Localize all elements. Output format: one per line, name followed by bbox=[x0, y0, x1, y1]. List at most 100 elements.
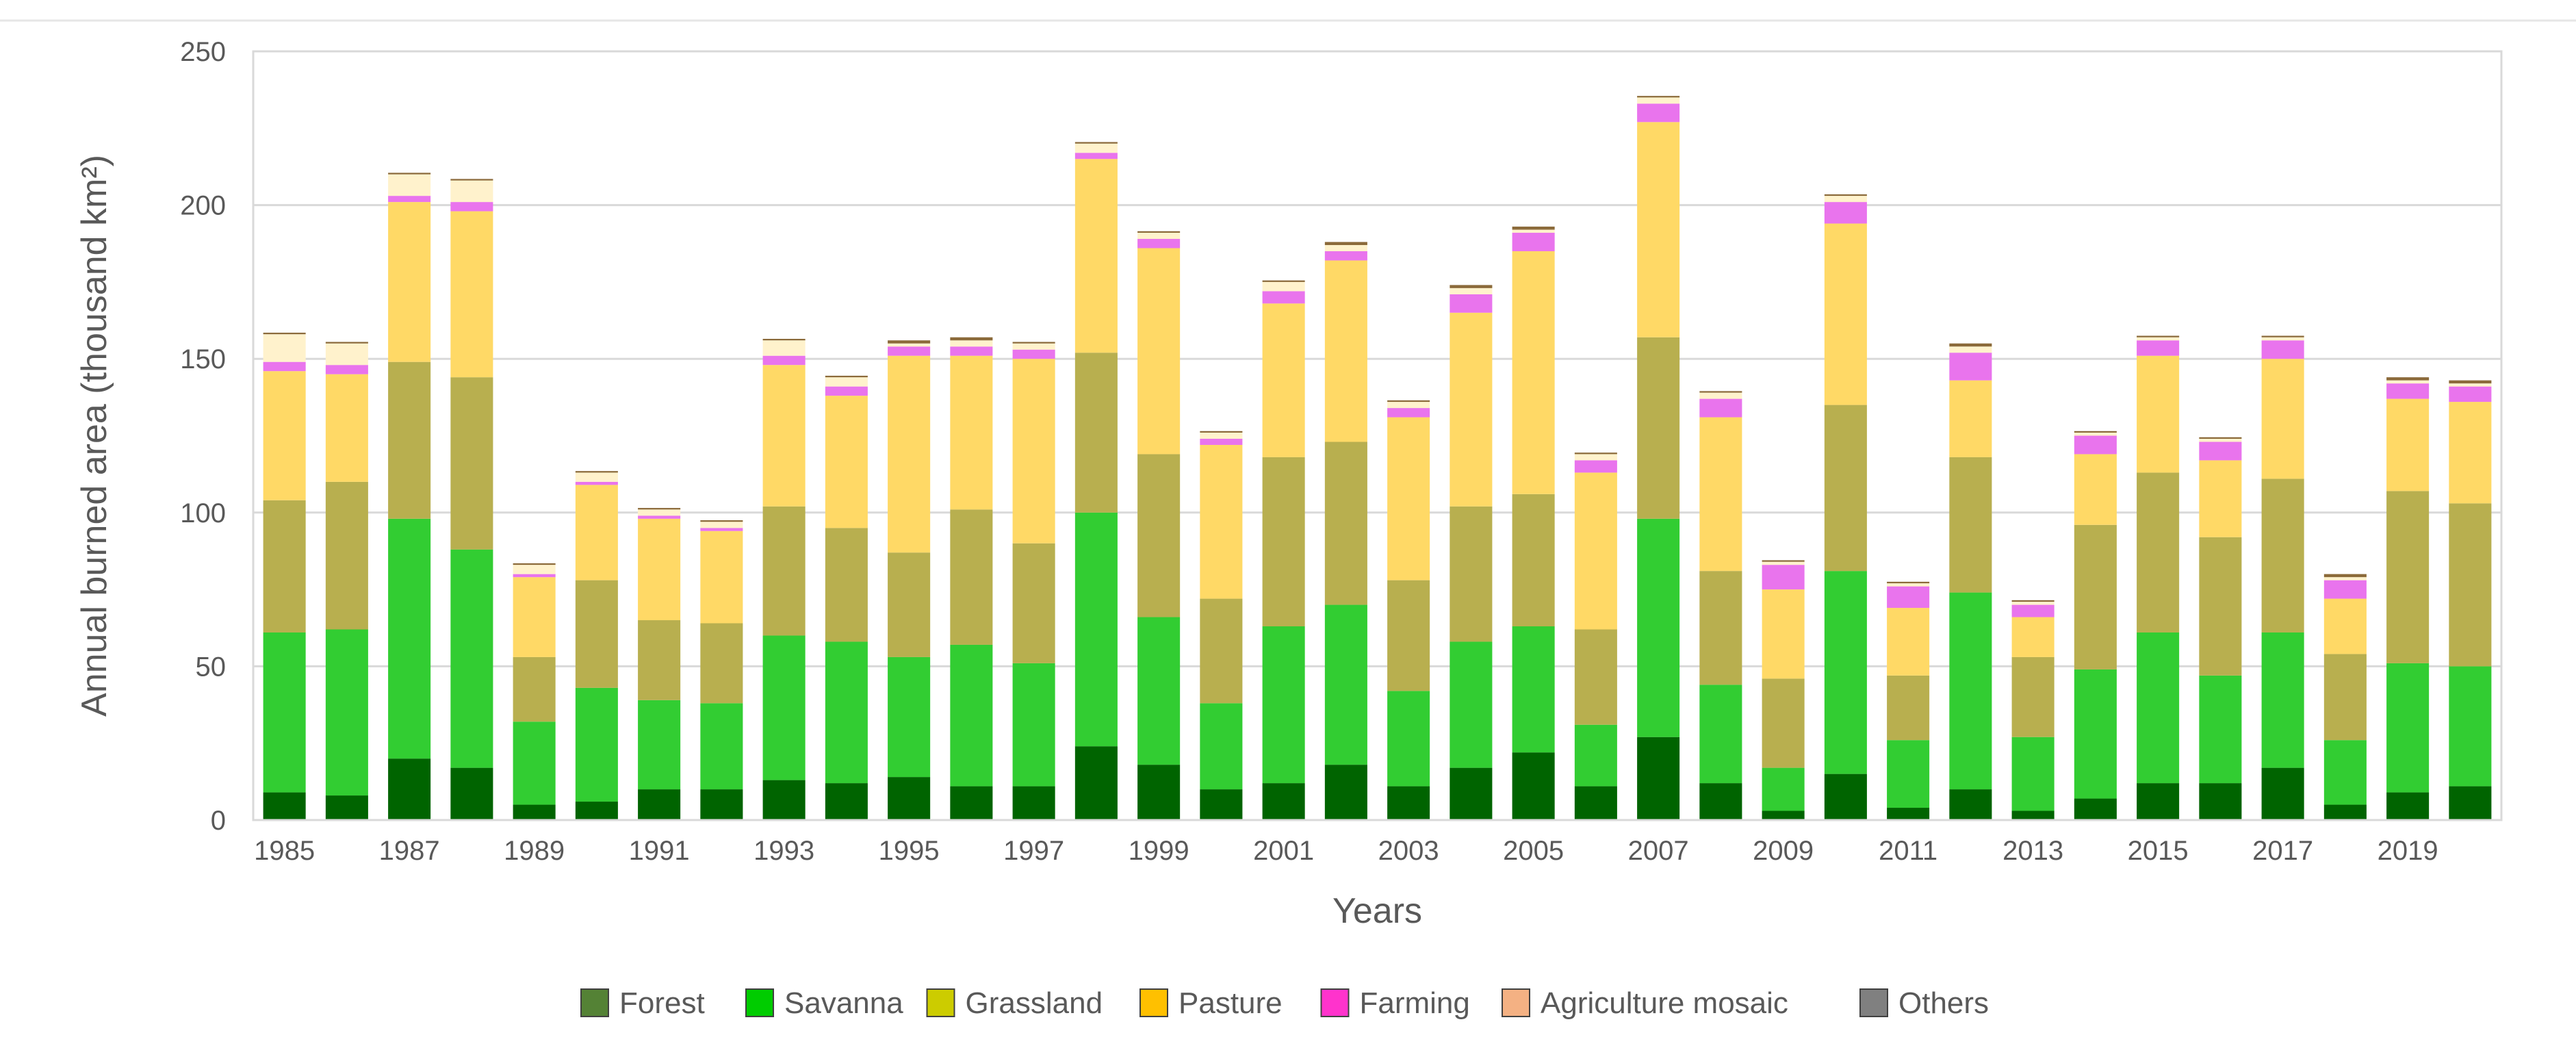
bar-segment bbox=[2449, 786, 2492, 820]
bar-segment bbox=[1949, 353, 1992, 381]
bar-segment bbox=[575, 472, 618, 482]
legend-swatch bbox=[1502, 988, 1530, 1017]
bar-segment bbox=[513, 574, 556, 578]
bar-segment bbox=[2386, 383, 2430, 399]
bar-segment bbox=[2011, 617, 2055, 657]
bar-segment bbox=[1387, 580, 1430, 691]
bar-segment bbox=[825, 396, 868, 528]
bar-segment bbox=[2386, 398, 2430, 491]
bar-segment bbox=[1074, 142, 1118, 144]
bar-segment bbox=[1012, 663, 1055, 787]
bar-segment bbox=[1887, 586, 1930, 609]
bar-segment bbox=[263, 334, 306, 362]
bar-segment bbox=[2137, 337, 2180, 341]
bar-segment bbox=[2137, 632, 2180, 784]
bar-segment bbox=[2449, 386, 2492, 402]
x-tick-label: 2009 bbox=[1753, 836, 1814, 866]
bar-segment bbox=[762, 339, 806, 341]
legend-swatch bbox=[1320, 988, 1350, 1017]
x-tick-label: 1989 bbox=[504, 836, 565, 866]
bar-segment bbox=[1450, 294, 1493, 313]
bar-segment bbox=[1262, 457, 1305, 627]
bar-segment bbox=[2323, 740, 2367, 805]
bar-segment bbox=[1824, 194, 1867, 196]
bar-segment bbox=[388, 172, 431, 175]
bar-segment bbox=[1324, 765, 1367, 820]
bar-segment bbox=[1574, 724, 1617, 787]
bar-segment bbox=[2199, 437, 2242, 439]
bar-segment bbox=[450, 549, 493, 768]
bar-segment bbox=[2449, 380, 2492, 384]
bar-segment bbox=[1324, 244, 1367, 251]
bar-segment bbox=[2261, 340, 2304, 359]
bar-segment bbox=[325, 481, 368, 630]
y-tick-label: 200 bbox=[180, 191, 226, 221]
bar-segment bbox=[325, 795, 368, 820]
bar-segment bbox=[2199, 675, 2242, 784]
bar-segment bbox=[325, 365, 368, 374]
x-tick-label: 1997 bbox=[1003, 836, 1064, 866]
y-tick-label: 100 bbox=[180, 498, 226, 528]
bar-segment bbox=[1512, 494, 1555, 627]
bar-segment bbox=[638, 620, 681, 700]
bar-segment bbox=[1262, 626, 1305, 784]
bar-segment bbox=[1949, 457, 1992, 593]
bar-segment bbox=[1074, 746, 1118, 820]
bar-segment bbox=[1949, 343, 1992, 347]
bar-segment bbox=[263, 333, 306, 335]
bar-segment bbox=[1949, 592, 1992, 790]
bar-segment bbox=[1200, 598, 1243, 704]
bar-segment bbox=[450, 211, 493, 378]
bar-segment bbox=[1324, 242, 1367, 245]
bar-segment bbox=[1137, 248, 1181, 455]
bar-segment bbox=[388, 758, 431, 820]
bar-segment bbox=[1012, 342, 1055, 344]
legend-label: Pasture bbox=[1178, 986, 1283, 1020]
bar-segment bbox=[1574, 460, 1617, 473]
bar-segment bbox=[1074, 512, 1118, 747]
bar-segment bbox=[2011, 602, 2055, 605]
bar-segment bbox=[513, 656, 556, 722]
bar-segment bbox=[1699, 783, 1742, 820]
bar-segment bbox=[1637, 737, 1680, 820]
legend-label: Savanna bbox=[784, 986, 903, 1020]
bar-segment bbox=[1512, 251, 1555, 494]
bar-segment bbox=[1574, 629, 1617, 725]
bar-segment bbox=[1762, 589, 1805, 679]
bar-segment bbox=[1637, 96, 1680, 98]
legend-label: Others bbox=[1898, 986, 1989, 1020]
y-tick-label: 150 bbox=[180, 344, 226, 374]
bar-segment bbox=[762, 780, 806, 820]
bar-segment bbox=[1824, 202, 1867, 224]
bar-segment bbox=[1074, 159, 1118, 353]
x-tick-label: 1987 bbox=[379, 836, 440, 866]
bar-segment bbox=[2011, 737, 2055, 811]
bar-segment bbox=[575, 471, 618, 473]
bar-segment bbox=[762, 365, 806, 507]
bar-segment bbox=[888, 343, 931, 347]
legend-swatch bbox=[926, 988, 955, 1017]
x-tick-label: 1993 bbox=[754, 836, 814, 866]
y-tick-label: 0 bbox=[211, 806, 226, 836]
bar-segment bbox=[1762, 810, 1805, 820]
bar-segment bbox=[2261, 335, 2304, 337]
bar-segment bbox=[1012, 343, 1055, 350]
bar-segment bbox=[1887, 608, 1930, 676]
bar-segment bbox=[325, 343, 368, 366]
bar-segment bbox=[1450, 506, 1493, 642]
bar-segment bbox=[2261, 337, 2304, 341]
bar-segment bbox=[450, 767, 493, 820]
bar-segment bbox=[1012, 543, 1055, 663]
bar-segment bbox=[1824, 223, 1867, 405]
bar-segment bbox=[638, 789, 681, 820]
bar-segment bbox=[1012, 349, 1055, 359]
bar-segment bbox=[1262, 303, 1305, 457]
x-tick-label: 1991 bbox=[629, 836, 690, 866]
bar-segment bbox=[2137, 340, 2180, 356]
bar-segment bbox=[2386, 663, 2430, 793]
bar-segment bbox=[1137, 239, 1181, 248]
bar-segment bbox=[2386, 491, 2430, 663]
bar-segment bbox=[2199, 783, 2242, 820]
bar-segment bbox=[450, 377, 493, 550]
bar-segment bbox=[762, 635, 806, 780]
